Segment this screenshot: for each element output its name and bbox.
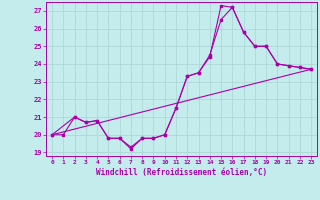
X-axis label: Windchill (Refroidissement éolien,°C): Windchill (Refroidissement éolien,°C) [96,168,267,177]
